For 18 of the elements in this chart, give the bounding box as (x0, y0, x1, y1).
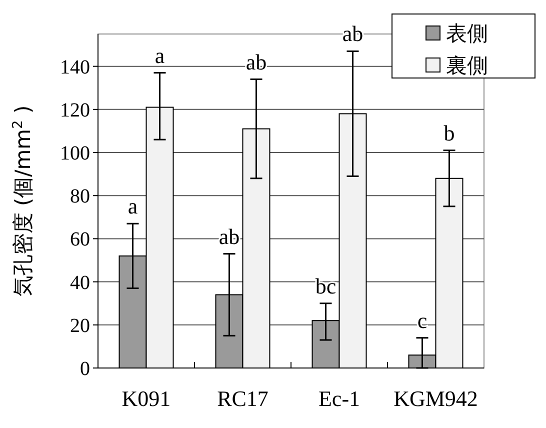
legend-label: 表側 (446, 21, 488, 46)
annotation: a (128, 194, 138, 219)
y-tick-label: 0 (80, 358, 90, 380)
x-tick-label: KGM942 (394, 386, 478, 411)
x-tick-label: K091 (122, 386, 171, 411)
y-tick-label: 80 (70, 186, 90, 208)
y-tick-label: 60 (70, 228, 90, 251)
annotation: b (444, 120, 455, 146)
annotation: a (154, 42, 165, 68)
legend-label: 裏側 (446, 53, 488, 78)
y-tick-label: 100 (60, 142, 90, 165)
y-tick-label: 40 (70, 272, 90, 294)
x-tick-label: Ec-1 (318, 386, 360, 411)
y-tick-label: 20 (70, 314, 90, 337)
y-tick-label: 140 (60, 56, 90, 78)
annotation: ab (342, 21, 364, 46)
x-tick-label: RC17 (217, 386, 268, 411)
y-tick-label: 120 (60, 99, 90, 122)
